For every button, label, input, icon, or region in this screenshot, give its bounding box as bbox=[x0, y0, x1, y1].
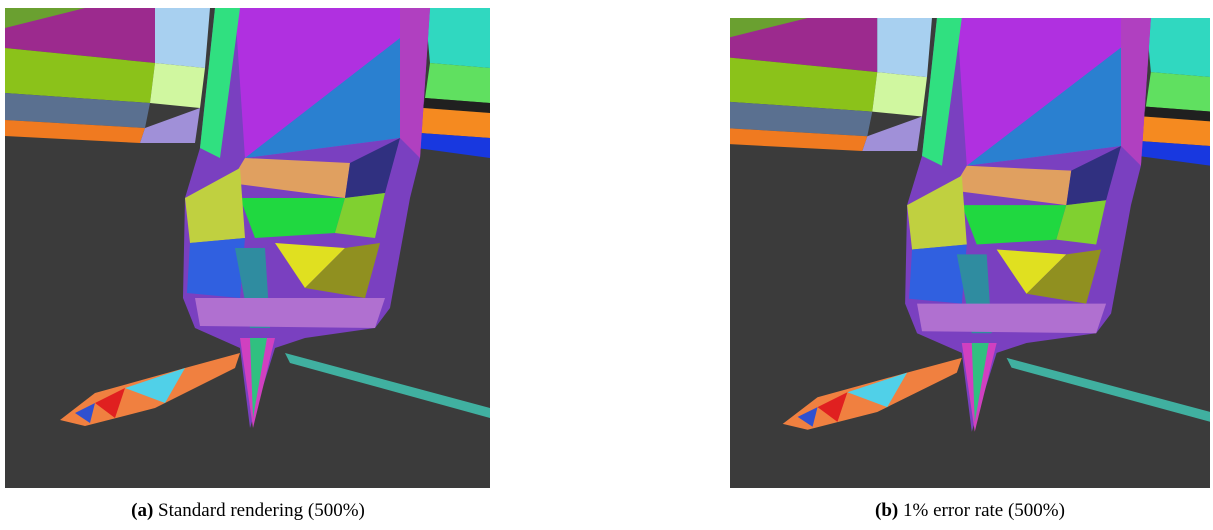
rendered-mesh bbox=[730, 18, 1210, 488]
rendered-mesh bbox=[5, 8, 490, 488]
caption-text: 1% error rate (500%) bbox=[903, 500, 1065, 521]
page: (a) Standard rendering (500%) (b) 1% err… bbox=[0, 0, 1213, 530]
rendering-standard bbox=[5, 8, 490, 488]
caption-a: (a) Standard rendering (500%) bbox=[8, 500, 488, 522]
caption-label: (a) bbox=[131, 500, 153, 521]
caption-b: (b) 1% error rate (500%) bbox=[730, 500, 1210, 522]
caption-text: Standard rendering (500%) bbox=[158, 500, 365, 521]
rendering-error bbox=[730, 8, 1210, 488]
caption-label: (b) bbox=[875, 500, 898, 521]
